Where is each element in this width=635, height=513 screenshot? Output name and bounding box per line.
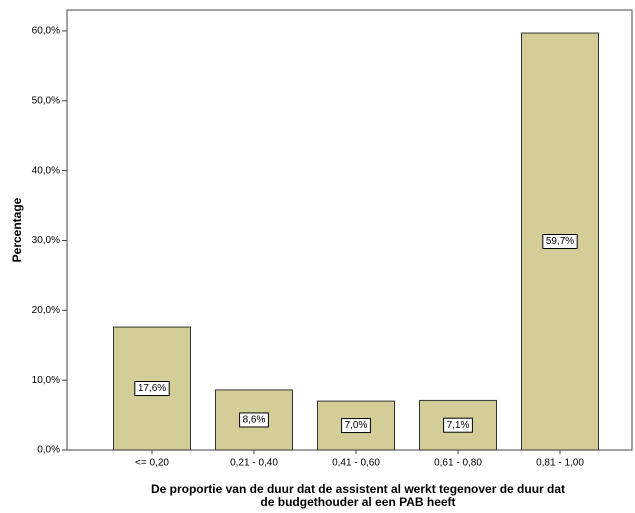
value-label: 7,1%	[447, 420, 470, 431]
x-tick-label: 0,81 - 1,00	[536, 458, 584, 469]
value-label: 59,7%	[546, 236, 574, 247]
y-tick-label: 30,0%	[32, 235, 60, 246]
value-label: 17,6%	[138, 383, 166, 394]
y-tick-label: 60,0%	[32, 26, 60, 37]
y-axis-label: Percentage	[10, 197, 24, 262]
value-label: 7,0%	[345, 420, 368, 431]
x-tick-label: 0,41 - 0,60	[332, 458, 380, 469]
x-axis-label: De proportie van de duur dat de assisten…	[151, 482, 565, 496]
value-label-box	[542, 234, 578, 250]
y-tick-label: 50,0%	[32, 95, 60, 106]
value-label-box	[134, 381, 170, 397]
x-tick-label: <= 0,20	[135, 458, 169, 469]
y-tick-label: 40,0%	[32, 165, 60, 176]
y-tick-label: 0,0%	[37, 445, 60, 456]
y-tick-label: 10,0%	[32, 375, 60, 386]
value-label: 8,6%	[243, 415, 266, 426]
x-tick-label: 0,21 - 0,40	[230, 458, 278, 469]
value-label-box	[341, 418, 371, 434]
value-label-box	[239, 412, 269, 428]
bar	[215, 389, 293, 451]
y-tick-label: 20,0%	[32, 305, 60, 316]
value-label-box	[443, 417, 473, 433]
x-axis-label: de budgethouder al een PAB heeft	[260, 495, 455, 509]
x-tick-label: 0,61 - 0,80	[434, 458, 482, 469]
